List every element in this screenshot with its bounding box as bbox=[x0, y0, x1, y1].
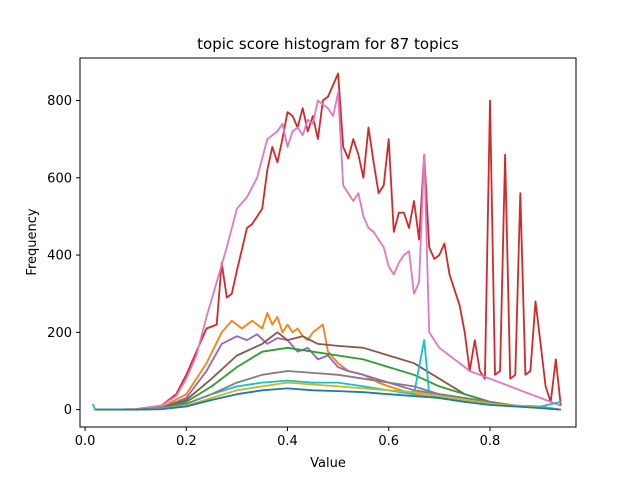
series-lines bbox=[91, 72, 562, 411]
series-line-1 bbox=[95, 72, 562, 411]
y-tick-label: 200 bbox=[47, 326, 72, 341]
series-line-5 bbox=[95, 331, 561, 411]
y-axis-ticks: 0 200 400 600 800 bbox=[47, 94, 80, 418]
series-line-2 bbox=[95, 91, 562, 411]
y-tick-label: 400 bbox=[47, 249, 72, 264]
plot-frame bbox=[79, 57, 577, 428]
x-axis-label: Value bbox=[310, 456, 346, 471]
y-tick-label: 800 bbox=[47, 94, 72, 109]
y-axis-label: Frequency bbox=[25, 208, 40, 275]
series-line-8 bbox=[95, 370, 561, 411]
x-tick-label: 0.0 bbox=[75, 434, 96, 449]
y-tick-label: 0 bbox=[64, 403, 72, 418]
x-tick-label: 0.8 bbox=[480, 434, 501, 449]
series-line-10 bbox=[95, 387, 561, 411]
x-tick-label: 0.2 bbox=[176, 434, 197, 449]
series-line-3 bbox=[95, 312, 561, 411]
x-tick-label: 0.6 bbox=[378, 434, 399, 449]
x-axis-ticks: 0.0 0.2 0.4 0.6 0.8 bbox=[75, 427, 501, 449]
y-tick-label: 600 bbox=[47, 171, 72, 186]
x-tick-label: 0.4 bbox=[277, 434, 298, 449]
chart-title: topic score histogram for 87 topics bbox=[197, 35, 459, 53]
